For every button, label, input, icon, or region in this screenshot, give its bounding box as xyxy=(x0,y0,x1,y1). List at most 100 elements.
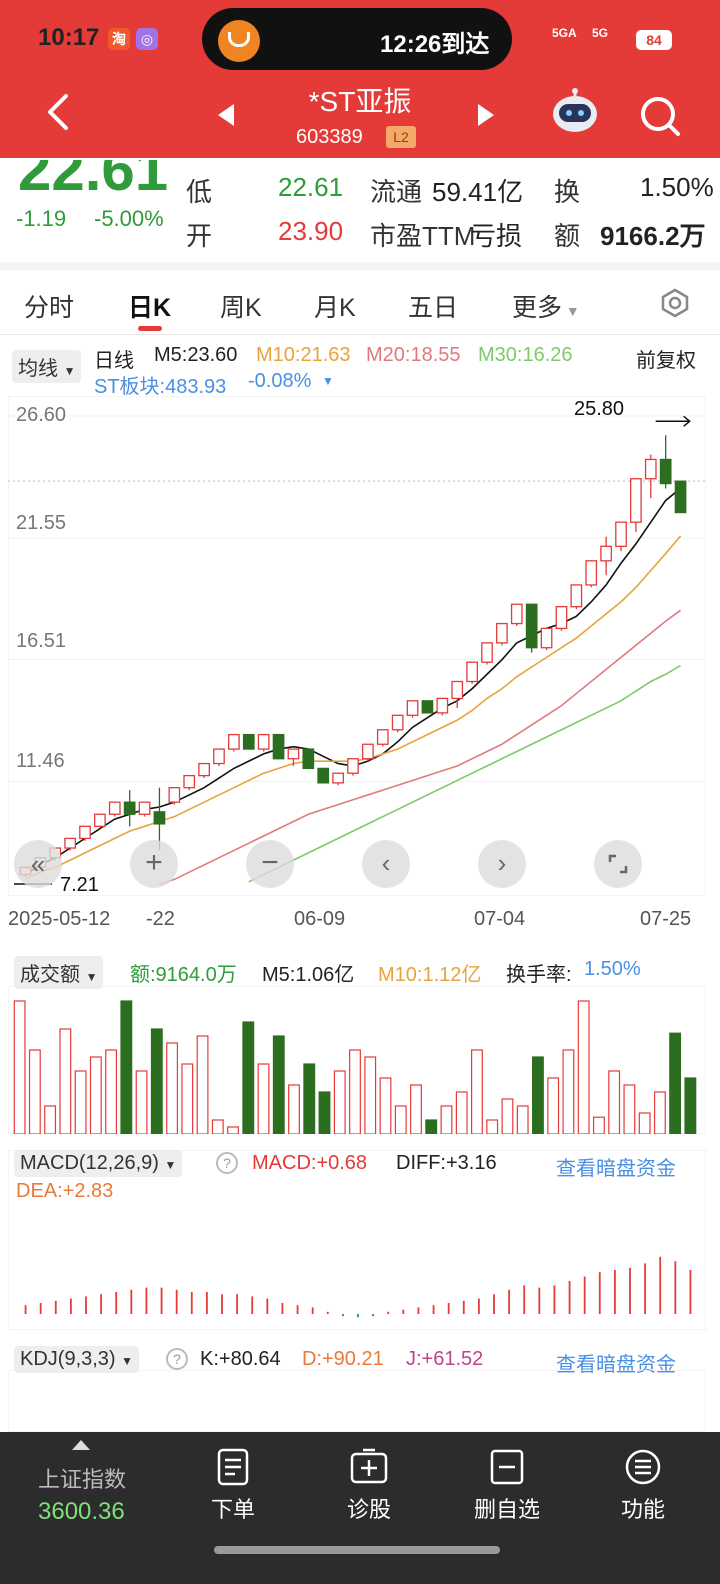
dropdown-icon: ▼ xyxy=(562,303,580,319)
zoom-out-button[interactable]: − xyxy=(246,840,294,888)
indicator-select[interactable]: 均线 ▼ xyxy=(12,350,82,383)
candle-body xyxy=(79,825,91,840)
fullscreen-button[interactable] xyxy=(594,840,642,888)
tab-monthly-k[interactable]: 月K xyxy=(314,294,356,322)
volume-bar xyxy=(89,1056,102,1134)
dark-pool-link[interactable]: 查看暗盘资金 xyxy=(556,1158,676,1180)
macd-chart[interactable] xyxy=(8,1150,706,1330)
index-name[interactable]: 上证指数 xyxy=(38,1467,127,1492)
tab-daily-k[interactable]: 日K xyxy=(128,294,172,322)
macd-frame xyxy=(8,1150,706,1330)
period-label: 日线 xyxy=(94,350,134,372)
turnover-label: 换 xyxy=(554,177,581,207)
diagnose-icon xyxy=(350,1448,388,1484)
search-icon[interactable] xyxy=(638,94,682,138)
tab-more[interactable]: 更多 ▼ xyxy=(512,288,580,324)
volume-bar xyxy=(455,1091,468,1134)
candle-body xyxy=(630,478,642,523)
nav-diagnose[interactable]: 诊股 xyxy=(314,1448,424,1524)
nav-function[interactable]: 功能 xyxy=(588,1448,698,1524)
volume-bar xyxy=(28,1049,41,1134)
date-label-5: 07-25 xyxy=(640,908,692,930)
function-menu-icon xyxy=(625,1449,661,1485)
help-icon[interactable]: ? xyxy=(166,1348,188,1370)
y-label-3: 16.51 xyxy=(16,630,67,652)
volume-bar xyxy=(364,1056,377,1134)
volume-turnover-label: 换手率: xyxy=(506,964,572,986)
ma30-value: M30:16.26 xyxy=(478,344,573,366)
candle-body xyxy=(257,733,270,750)
candle-body xyxy=(496,622,508,644)
section-divider xyxy=(0,262,720,270)
scroll-left-button[interactable]: ‹ xyxy=(362,840,410,888)
candle-body xyxy=(466,661,478,683)
candle-body xyxy=(406,700,419,716)
tab-intraday[interactable]: 分时 xyxy=(24,294,75,322)
prev-stock-icon[interactable] xyxy=(216,102,236,128)
dropdown-icon: ▼ xyxy=(121,1354,134,1368)
zoom-in-button[interactable]: + xyxy=(130,840,178,888)
candle-body xyxy=(272,733,285,760)
volume-chart[interactable] xyxy=(8,986,706,1134)
volume-bar xyxy=(410,1084,422,1134)
ma20-value: M20:18.55 xyxy=(366,344,461,366)
expand-up-icon[interactable] xyxy=(72,1440,90,1450)
robot-assistant-icon[interactable] xyxy=(550,88,600,136)
volume-bar xyxy=(608,1070,621,1134)
dropdown-icon[interactable]: ▼ xyxy=(322,374,334,388)
fullscreen-icon xyxy=(608,854,628,874)
macd-select-label: MACD(12,26,9) xyxy=(20,1152,159,1174)
volume-bar xyxy=(150,1028,163,1134)
signal-5ga: 5GA xyxy=(552,26,577,40)
kdj-indicator-select[interactable]: KDJ(9,3,3) ▼ xyxy=(14,1346,140,1373)
candle-body xyxy=(674,480,687,514)
scroll-left-fast-button[interactable]: « xyxy=(14,840,62,888)
active-tab-indicator xyxy=(138,326,162,331)
nav-remove-label: 删自选 xyxy=(473,1497,540,1522)
ma-line-m20 xyxy=(159,609,682,886)
back-icon[interactable] xyxy=(40,92,80,132)
turnover-value: 1.50% xyxy=(640,172,714,202)
volume-bar xyxy=(501,1098,514,1134)
volume-bar xyxy=(516,1105,529,1134)
help-icon[interactable]: ? xyxy=(216,1152,238,1174)
volume-amount: 额:9164.0万 xyxy=(130,964,237,986)
tab-more-label: 更多 xyxy=(512,294,563,322)
scroll-right-button[interactable]: › xyxy=(478,840,526,888)
settings-icon[interactable] xyxy=(660,288,690,318)
adjust-mode[interactable]: 前复权 xyxy=(636,350,696,372)
candle-body xyxy=(525,603,538,649)
candle-body xyxy=(108,801,121,815)
candle-body xyxy=(168,787,181,803)
nav-remove-watchlist[interactable]: 删自选 xyxy=(452,1448,562,1524)
level2-badge[interactable]: L2 xyxy=(386,126,416,148)
volume-bar xyxy=(196,1035,209,1134)
taobao-icon: 淘 xyxy=(108,28,130,50)
nav-function-label: 功能 xyxy=(620,1497,665,1522)
kline-chart[interactable] xyxy=(8,396,706,896)
volume-bar xyxy=(562,1049,575,1134)
amount-value: 9166.2万 xyxy=(600,221,706,251)
kdj-j-value: J:+61.52 xyxy=(406,1348,484,1370)
stock-code: 603389 xyxy=(296,126,363,148)
tab-five-day[interactable]: 五日 xyxy=(408,294,459,322)
kdj-chart[interactable] xyxy=(8,1370,706,1432)
index-value: 3600.36 xyxy=(38,1498,125,1525)
candle-body xyxy=(540,627,553,649)
volume-bar xyxy=(592,1116,605,1134)
candle-body xyxy=(362,743,374,760)
sector-index[interactable]: ST板块:483.93 xyxy=(94,376,227,398)
nav-order-label: 下单 xyxy=(210,1497,255,1522)
macd-indicator-select[interactable]: MACD(12,26,9) ▼ xyxy=(14,1150,183,1177)
low-marker: 7.21 xyxy=(60,874,99,896)
tab-weekly-k[interactable]: 周K xyxy=(220,294,262,322)
volume-bar xyxy=(333,1070,346,1134)
candle-body xyxy=(436,697,449,714)
home-indicator[interactable] xyxy=(214,1546,500,1554)
nav-order[interactable]: 下单 xyxy=(178,1448,288,1524)
candle-body xyxy=(585,560,598,586)
volume-indicator-select[interactable]: 成交额 ▼ xyxy=(14,956,104,989)
next-stock-icon[interactable] xyxy=(476,102,496,128)
volume-bar xyxy=(135,1070,148,1134)
kdj-k-value: K:+80.64 xyxy=(200,1348,281,1370)
